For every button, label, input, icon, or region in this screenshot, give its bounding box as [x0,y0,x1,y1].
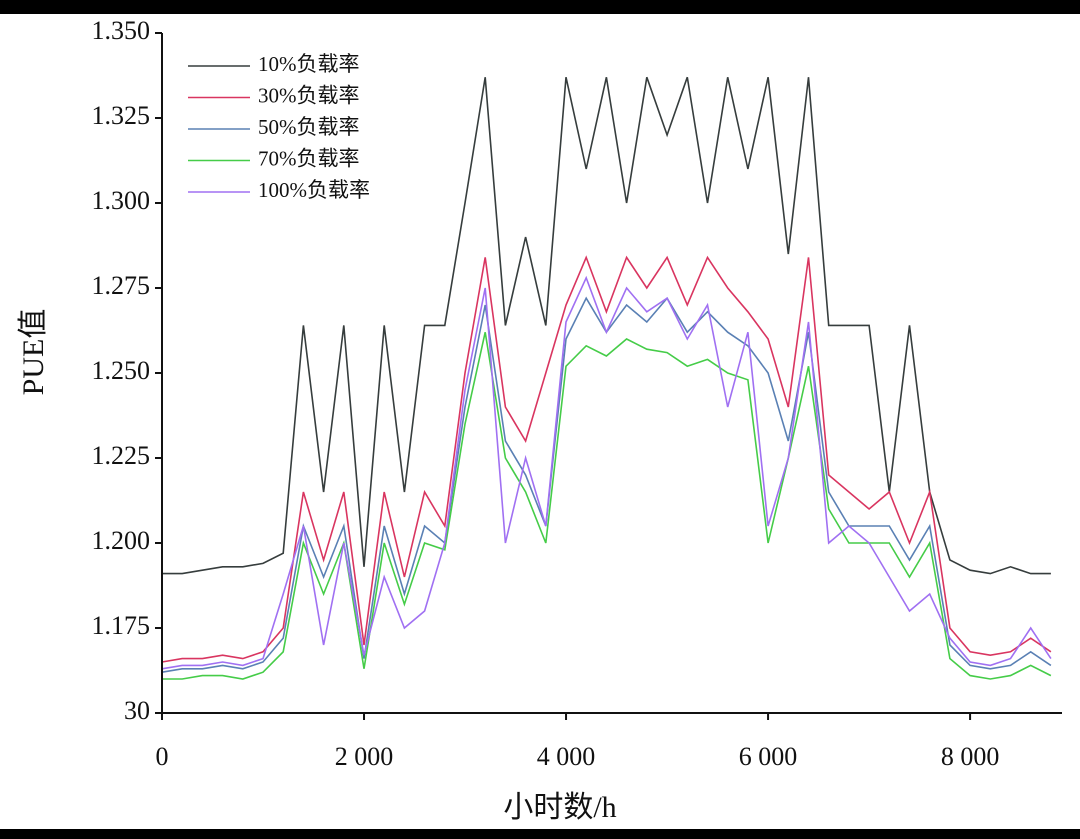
series-line [162,76,1051,575]
bottom-bar [0,829,1080,839]
y-tick-label: 1.200 [92,526,151,555]
y-tick-label: 1.225 [92,441,151,470]
y-tick-label: 1.300 [92,186,151,215]
y-tick-label: 1.350 [92,16,151,45]
top-bar [0,0,1080,14]
y-tick-label: 1.325 [92,101,151,130]
x-tick-label: 6 000 [739,742,798,771]
legend-label: 70%负载率 [258,146,360,170]
y-tick-label: 30 [124,696,150,725]
series-line [162,332,1052,680]
y-tick-label: 1.250 [92,356,151,385]
x-tick-label: 2 000 [335,742,394,771]
x-tick-label: 0 [156,742,169,771]
legend-label: 100%负载率 [258,178,370,202]
y-tick-label: 1.275 [92,271,151,300]
x-tick-label: 4 000 [537,742,596,771]
series-line [161,296,1052,673]
x-axis-title: 小时数/h [503,791,616,824]
series-line [161,275,1052,670]
legend-label: 50%负载率 [258,115,360,139]
legend-label: 30%负载率 [258,83,360,107]
x-tick-label: 8 000 [941,742,1000,771]
y-axis-title: PUE值 [17,309,50,396]
y-tick-label: 1.175 [92,611,151,640]
series-line [161,255,1052,663]
legend-label: 10%负载率 [258,52,360,76]
